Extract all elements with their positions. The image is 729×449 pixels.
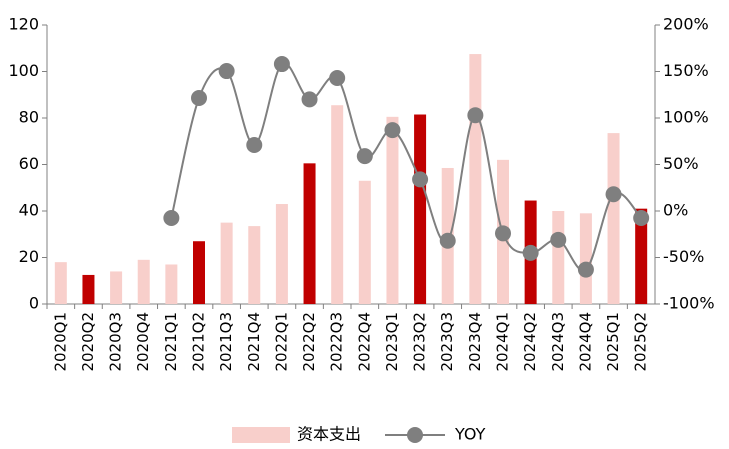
x-tick-label: 2021Q3 — [217, 312, 235, 372]
line-marker — [329, 70, 346, 87]
line-marker — [550, 231, 567, 248]
x-tick-label: 2020Q4 — [134, 312, 152, 372]
y-tick-label: 80 — [19, 108, 39, 127]
y-tick-label: 100 — [8, 61, 39, 80]
y-tick-label: 40 — [19, 201, 39, 220]
bar — [220, 222, 233, 304]
x-tick-label: 2022Q3 — [328, 312, 346, 372]
bar — [193, 241, 205, 304]
bar — [358, 180, 371, 304]
y-tick-label: 20 — [19, 247, 39, 266]
bar — [331, 105, 344, 305]
y2-tick-label: -100% — [663, 294, 715, 313]
x-tick-label: 2023Q1 — [383, 312, 401, 372]
x-tick-label: 2020Q1 — [51, 312, 69, 372]
x-tick-label: 2022Q1 — [272, 312, 290, 372]
line-marker — [384, 122, 401, 139]
x-tick-label: 2022Q2 — [300, 312, 318, 372]
x-tick-label: 2020Q3 — [107, 312, 125, 372]
x-tick-label: 2021Q1 — [162, 312, 180, 372]
y-tick-label: 0 — [29, 294, 39, 313]
line-marker — [522, 244, 539, 261]
x-tick-label: 2022Q4 — [355, 312, 373, 372]
line-marker — [467, 107, 484, 124]
x-tick-label: 2024Q4 — [576, 312, 594, 372]
y2-tick-label: -50% — [663, 247, 704, 266]
line-marker — [495, 225, 511, 242]
legend-marker — [407, 427, 423, 443]
bar — [110, 271, 123, 304]
x-tick-label: 2023Q4 — [466, 312, 484, 372]
x-tick-label: 2024Q2 — [521, 312, 539, 372]
y-tick-label: 60 — [19, 154, 39, 173]
y2-tick-label: 200% — [663, 15, 709, 34]
y-tick-label: 120 — [8, 15, 39, 34]
x-tick-label: 2023Q3 — [438, 312, 456, 372]
line-marker — [163, 209, 180, 226]
line-marker — [273, 56, 290, 73]
line-marker — [412, 171, 429, 188]
line-marker — [577, 261, 594, 278]
line-marker — [356, 148, 373, 165]
legend-swatch — [232, 427, 290, 443]
x-tick-label: 2024Q1 — [494, 312, 512, 372]
line — [170, 62, 642, 272]
bar — [552, 211, 565, 304]
x-tick-label: 2021Q2 — [190, 312, 208, 372]
line-marker — [633, 209, 650, 226]
x-tick-label: 2020Q2 — [79, 312, 97, 372]
x-tick-label: 2025Q2 — [632, 312, 650, 372]
x-tick-label: 2024Q3 — [549, 312, 567, 372]
bar — [469, 54, 482, 304]
x-tick-label: 2025Q1 — [604, 312, 622, 372]
legend-label: YOY — [454, 425, 486, 444]
bar — [165, 264, 178, 304]
x-tick-label: 2023Q2 — [411, 312, 429, 372]
bar — [54, 262, 67, 304]
bar — [386, 116, 399, 305]
line-marker — [439, 232, 456, 249]
legend-label: 资本支出 — [297, 425, 361, 444]
line-marker — [605, 186, 622, 203]
bar — [248, 226, 261, 304]
bar — [635, 208, 648, 304]
line-marker — [191, 90, 207, 107]
bar — [275, 204, 288, 304]
x-tick-label: 2021Q4 — [245, 312, 263, 372]
y2-tick-label: 100% — [663, 108, 709, 127]
y2-tick-label: 150% — [663, 61, 709, 80]
bar — [579, 213, 592, 304]
y2-tick-label: 50% — [663, 154, 699, 173]
y2-tick-label: 0% — [663, 201, 688, 220]
bar — [137, 259, 150, 304]
bar — [414, 114, 427, 304]
line-marker — [301, 91, 318, 108]
bar — [607, 133, 620, 304]
bar — [82, 274, 95, 304]
line-marker — [218, 63, 235, 80]
line-marker — [246, 136, 263, 153]
bar — [303, 163, 316, 304]
